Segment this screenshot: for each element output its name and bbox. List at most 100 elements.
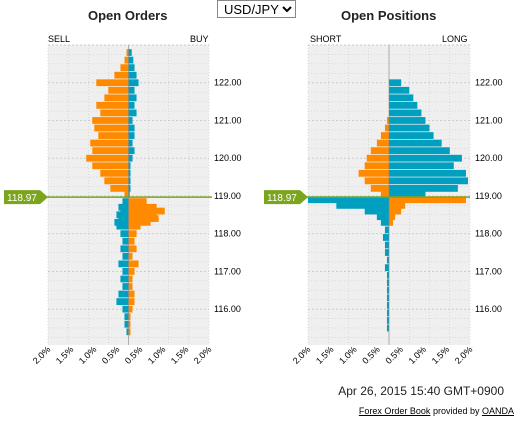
- bar-orange: [128, 237, 135, 245]
- bar-teal: [386, 317, 389, 324]
- buy-label: BUY: [190, 34, 209, 44]
- bar-orange: [128, 203, 157, 211]
- bar-orange: [364, 162, 389, 170]
- timestamp: Apr 26, 2015 15:40 GMT+0900: [338, 384, 504, 398]
- bar-orange: [128, 211, 157, 219]
- bar-teal: [120, 275, 129, 283]
- instrument-select[interactable]: USD/JPY: [217, 0, 296, 18]
- bar-teal: [364, 207, 389, 215]
- bar-orange: [389, 213, 396, 221]
- bar-teal: [386, 271, 389, 279]
- bar-orange: [370, 185, 389, 192]
- bar-orange: [128, 222, 141, 230]
- bar-orange: [104, 177, 129, 185]
- bar-teal: [389, 162, 454, 170]
- bar-orange: [389, 218, 394, 226]
- bar-orange: [128, 320, 131, 328]
- bar-orange: [128, 260, 139, 268]
- bar-orange: [100, 109, 129, 117]
- x-tick-label: 2.0%: [31, 344, 53, 366]
- bar-teal: [382, 234, 389, 241]
- bar-orange: [128, 275, 133, 283]
- bar-teal: [384, 226, 389, 234]
- bar-orange: [128, 207, 165, 215]
- bar-teal: [389, 169, 466, 177]
- bar-teal: [120, 230, 129, 238]
- bar-orange: [110, 185, 129, 192]
- bar-teal: [336, 201, 389, 209]
- x-tick-label: 0.5%: [383, 344, 405, 366]
- x-tick-label: 1.0%: [407, 344, 429, 366]
- bar-teal: [122, 198, 129, 205]
- bar-teal: [384, 249, 389, 256]
- sell-label: SELL: [48, 34, 71, 44]
- bar-orange: [126, 49, 129, 56]
- bar-orange: [100, 169, 129, 177]
- x-tick-label: 2.0%: [453, 344, 475, 366]
- price-tick-label: 116.00: [214, 304, 241, 314]
- bar-teal: [389, 190, 426, 198]
- x-tick-label: 1.0%: [77, 344, 99, 366]
- bar-orange: [96, 101, 129, 109]
- bar-orange: [389, 201, 406, 209]
- bar-teal: [389, 139, 442, 147]
- bar-teal: [389, 177, 468, 185]
- bar-orange: [128, 328, 131, 336]
- bar-teal: [128, 190, 130, 198]
- oanda-link[interactable]: OANDA: [481, 406, 514, 416]
- long-label: LONG: [442, 34, 468, 44]
- bar-teal: [128, 154, 133, 162]
- bar-teal: [386, 286, 389, 294]
- bar-orange: [92, 147, 129, 155]
- x-tick-label: 0.5%: [100, 344, 122, 366]
- bar-teal: [128, 147, 135, 155]
- bar-teal: [122, 305, 129, 313]
- bar-orange: [86, 154, 129, 162]
- bar-teal: [389, 117, 426, 124]
- bar-teal: [122, 252, 129, 260]
- price-tick-label: 120.00: [214, 153, 242, 163]
- bar-teal: [389, 79, 402, 87]
- bar-teal: [128, 185, 131, 192]
- x-tick-label: 0.5%: [123, 344, 145, 366]
- bar-teal: [389, 185, 458, 192]
- bar-orange: [380, 132, 389, 139]
- open-positions-chart: 122.00 121.00 120.00 119.00 118.00 117.00 116.…: [264, 44, 503, 366]
- price-tick-label: 118.00: [214, 229, 241, 239]
- bar-teal: [308, 196, 389, 204]
- x-tick-label: 1.5%: [54, 344, 76, 366]
- bar-teal: [118, 260, 129, 268]
- x-tick-label: 0.5%: [360, 344, 382, 366]
- bar-orange: [128, 268, 135, 275]
- x-tick-label: 1.0%: [146, 344, 168, 366]
- bar-orange: [386, 117, 389, 124]
- bar-teal: [116, 298, 129, 305]
- bar-orange: [124, 190, 129, 198]
- forex-order-book-link[interactable]: Forex Order Book: [358, 406, 431, 416]
- bar-teal: [128, 64, 135, 72]
- bar-teal: [380, 218, 389, 226]
- bar-teal: [386, 301, 389, 309]
- x-tick-label: 1.5%: [430, 344, 452, 366]
- bar-orange: [94, 124, 129, 132]
- current-price-marker: [264, 190, 308, 205]
- price-tick-label: 122.00: [475, 78, 503, 88]
- current-price-marker: [4, 190, 48, 205]
- bar-orange: [90, 139, 129, 147]
- bar-teal: [389, 147, 450, 155]
- price-tick-label: 120.00: [475, 153, 503, 163]
- bar-orange: [96, 79, 129, 87]
- bar-orange: [108, 86, 129, 94]
- bar-orange: [128, 230, 137, 238]
- bar-teal: [386, 324, 389, 332]
- bar-orange: [128, 215, 159, 222]
- bar-teal: [128, 139, 133, 147]
- short-label: SHORT: [310, 34, 342, 44]
- bar-teal: [128, 109, 137, 117]
- bar-teal: [128, 86, 135, 94]
- bar-orange: [380, 190, 389, 198]
- bar-teal: [128, 169, 131, 177]
- bar-teal: [386, 256, 389, 264]
- bar-teal: [389, 109, 422, 117]
- bar-teal: [389, 124, 430, 132]
